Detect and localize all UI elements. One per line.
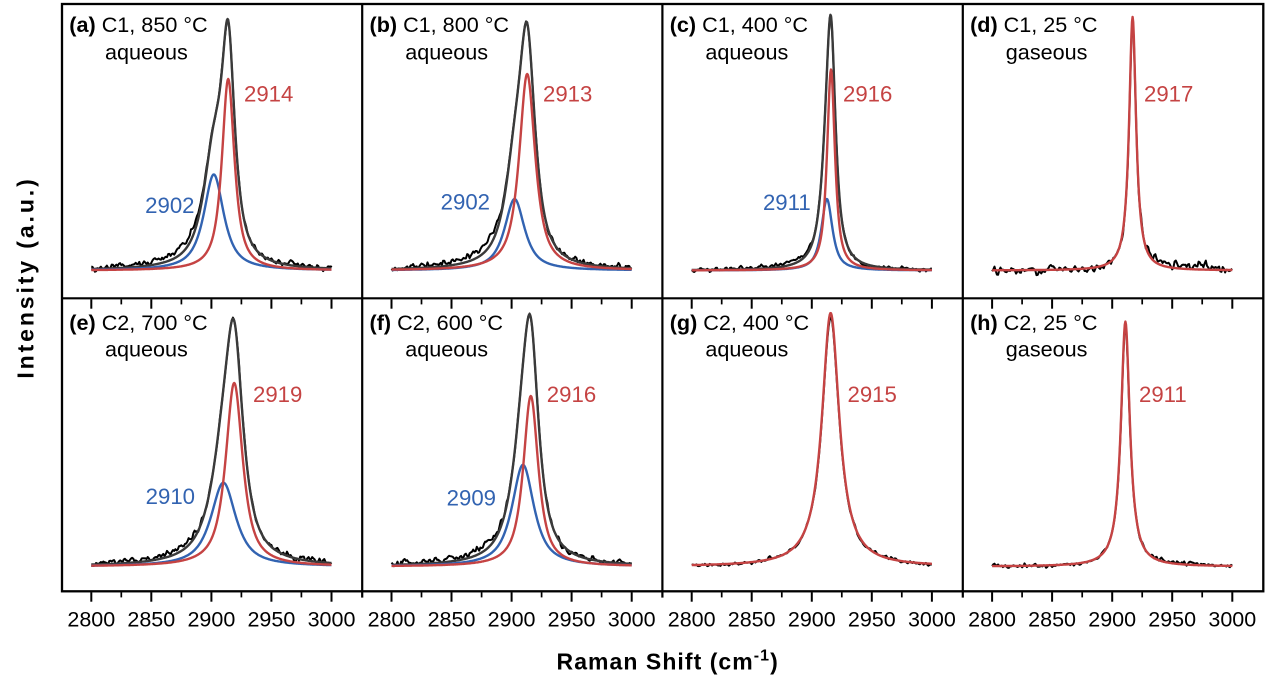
svg-text:2911: 2911: [1139, 382, 1187, 407]
svg-text:(d) C1, 25 °C: (d) C1, 25 °C: [970, 12, 1097, 37]
svg-text:2900: 2900: [488, 607, 536, 631]
svg-text:(f) C2, 600 °C: (f) C2, 600 °C: [370, 310, 503, 335]
svg-text:2850: 2850: [728, 607, 776, 631]
svg-text:2902: 2902: [441, 190, 490, 215]
svg-text:2916: 2916: [547, 382, 596, 407]
svg-text:2850: 2850: [1028, 607, 1076, 631]
svg-text:gaseous: gaseous: [1006, 336, 1088, 361]
svg-text:aqueous: aqueous: [705, 336, 788, 361]
svg-text:Raman Shift (cm-1): Raman Shift (cm-1): [557, 647, 779, 674]
svg-text:aqueous: aqueous: [705, 39, 788, 64]
svg-text:aqueous: aqueous: [405, 336, 488, 361]
svg-text:2800: 2800: [668, 607, 716, 631]
svg-text:2850: 2850: [428, 607, 476, 631]
svg-text:(a) C1, 850 °C: (a) C1, 850 °C: [69, 12, 207, 37]
svg-text:2914: 2914: [244, 82, 293, 107]
svg-text:2950: 2950: [247, 607, 295, 631]
svg-text:Intensity (a.u.): Intensity (a.u.): [13, 176, 39, 378]
svg-text:(c) C1, 400 °C: (c) C1, 400 °C: [670, 12, 808, 37]
svg-text:2909: 2909: [447, 486, 496, 511]
svg-text:3000: 3000: [908, 607, 956, 631]
svg-text:2800: 2800: [368, 607, 416, 631]
svg-text:aqueous: aqueous: [105, 39, 188, 64]
svg-text:aqueous: aqueous: [405, 39, 488, 64]
svg-text:(h) C2, 25 °C: (h) C2, 25 °C: [970, 310, 1097, 335]
svg-text:3000: 3000: [308, 607, 356, 631]
svg-text:2800: 2800: [968, 607, 1016, 631]
svg-text:(b) C1, 800 °C: (b) C1, 800 °C: [370, 12, 509, 37]
svg-text:2850: 2850: [127, 607, 175, 631]
svg-text:2902: 2902: [145, 193, 194, 218]
svg-text:(e) C2, 700 °C: (e) C2, 700 °C: [69, 310, 207, 335]
svg-text:2915: 2915: [848, 382, 897, 407]
svg-text:2911: 2911: [763, 190, 811, 215]
svg-text:2900: 2900: [187, 607, 235, 631]
svg-text:2950: 2950: [1148, 607, 1196, 631]
svg-text:2916: 2916: [843, 82, 892, 107]
svg-text:2917: 2917: [1144, 82, 1193, 107]
svg-text:2900: 2900: [788, 607, 836, 631]
svg-text:2800: 2800: [67, 607, 115, 631]
svg-text:2900: 2900: [1088, 607, 1136, 631]
svg-text:2913: 2913: [543, 82, 592, 107]
svg-text:2950: 2950: [848, 607, 896, 631]
svg-text:aqueous: aqueous: [105, 336, 188, 361]
svg-text:(g) C2, 400 °C: (g) C2, 400 °C: [670, 310, 809, 335]
svg-text:2950: 2950: [548, 607, 596, 631]
svg-text:2919: 2919: [253, 382, 302, 407]
svg-text:gaseous: gaseous: [1006, 39, 1088, 64]
svg-text:3000: 3000: [1208, 607, 1256, 631]
svg-text:2910: 2910: [146, 484, 195, 509]
svg-text:3000: 3000: [608, 607, 656, 631]
